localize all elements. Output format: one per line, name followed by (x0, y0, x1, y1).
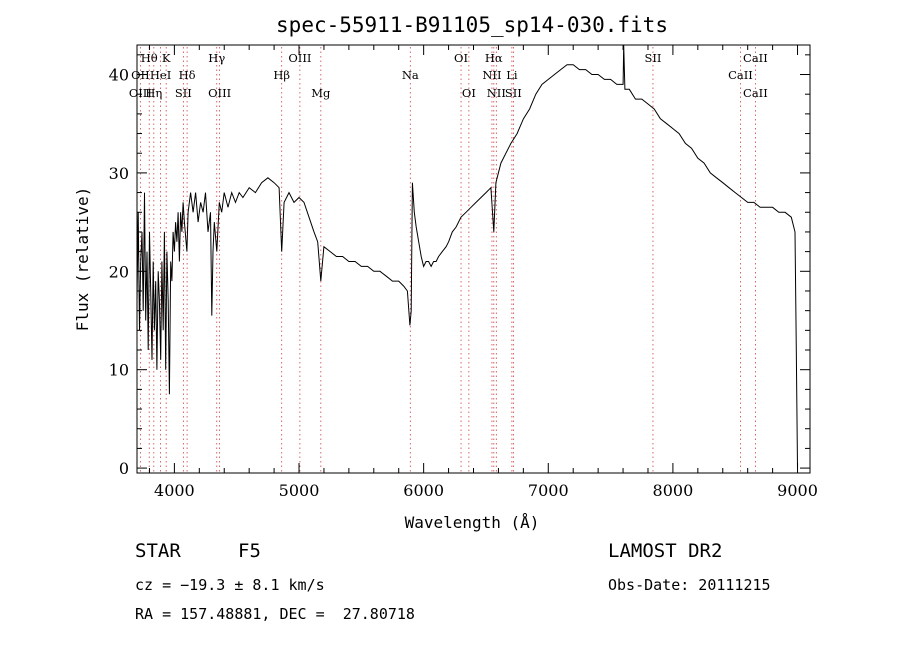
y-axis-label: Flux (relative) (73, 187, 92, 332)
line-label: OIII (129, 86, 152, 100)
x-tick-label: 4000 (154, 481, 195, 500)
spectrum-chart: spec-55911-B91105_sp14-030.fits HθOIIOII… (73, 13, 818, 532)
object-class: STAR (135, 540, 181, 562)
line-label: Hη (145, 86, 162, 100)
line-label: Hγ (208, 51, 225, 65)
x-tick-label: 5000 (279, 481, 320, 500)
line-label: CaII (728, 68, 753, 82)
x-tick-label: 9000 (777, 481, 818, 500)
x-tick-label: 7000 (528, 481, 569, 500)
line-label: SII (505, 86, 522, 100)
line-label: Hα (485, 51, 503, 65)
line-label: HeI (150, 68, 171, 82)
line-labels: HθOIIOIIIKHeIHηHδSIIHγOIIIOIIIHβMgNaOIOI… (129, 51, 768, 100)
line-label: Hδ (179, 68, 196, 82)
redshift-text: cz = −19.3 ± 8.1 km/s (135, 576, 325, 594)
line-label: OIII (208, 86, 231, 100)
y-tick-label: 40 (109, 66, 129, 85)
line-label: OI (462, 86, 476, 100)
line-label: NII (482, 68, 501, 82)
line-label: OI (454, 51, 468, 65)
plot-frame (136, 44, 811, 474)
chart-title: spec-55911-B91105_sp14-030.fits (276, 13, 668, 37)
line-label: SII (644, 51, 661, 65)
y-tick-label: 10 (109, 361, 129, 380)
line-markers (139, 47, 756, 473)
x-tick-label: 6000 (403, 481, 444, 500)
line-label: CaII (743, 86, 768, 100)
line-label: Na (402, 68, 419, 82)
x-axis-label: Wavelength (Å) (405, 513, 540, 532)
obs-date: Obs-Date: 20111215 (608, 576, 771, 594)
line-label: CaII (743, 51, 768, 65)
line-label: Mg (311, 86, 331, 100)
object-subclass: F5 (238, 540, 261, 562)
line-label: SII (175, 86, 192, 100)
axis-ticks: 4000 5000 6000 7000 8000 9000 0 10 20 30 40 (109, 45, 818, 500)
spectrum-line (136, 44, 798, 469)
survey-name: LAMOST DR2 (608, 540, 723, 562)
line-label: OIII (288, 51, 311, 65)
line-label: Hβ (273, 68, 290, 82)
x-tick-label: 8000 (653, 481, 694, 500)
y-tick-label: 30 (109, 164, 129, 183)
line-label: NII (487, 86, 506, 100)
y-tick-label: 20 (109, 262, 129, 281)
line-label: Li (506, 68, 518, 82)
line-label: K (162, 51, 171, 65)
y-tick-label: 0 (119, 459, 129, 478)
coordinates: RA = 157.48881, DEC = 27.80718 (135, 605, 415, 623)
line-label: Hθ (141, 51, 158, 65)
